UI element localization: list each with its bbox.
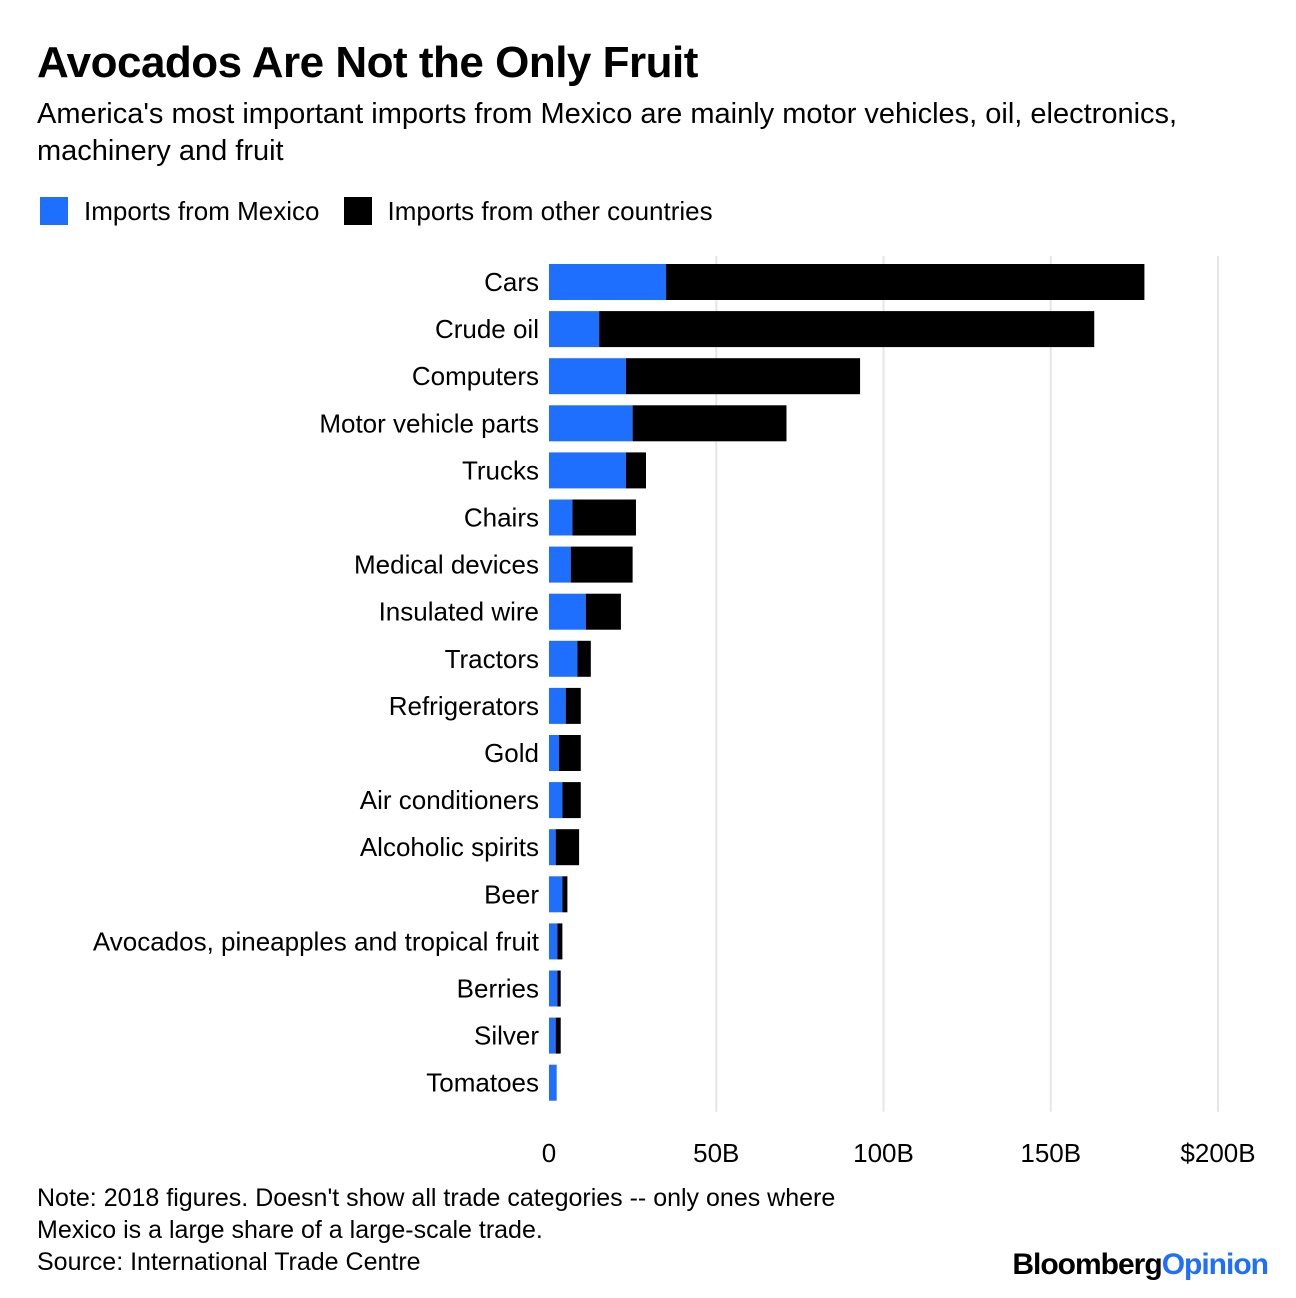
legend: Imports from Mexico Imports from other c… bbox=[40, 194, 737, 228]
x-tick-label: 150B bbox=[1020, 1138, 1081, 1168]
category-label: Computers bbox=[412, 361, 539, 391]
category-label: Crude oil bbox=[435, 314, 539, 344]
bar-other bbox=[632, 405, 787, 442]
legend-item-other: Imports from other countries bbox=[343, 195, 713, 227]
bar-other bbox=[585, 593, 621, 630]
category-label: Alcoholic spirits bbox=[360, 832, 539, 862]
category-label: Beer bbox=[484, 879, 539, 909]
bar-chart: Cars Crude oil Computers Motor vehicle part… bbox=[93, 256, 1256, 1168]
logo-section: Opinion bbox=[1161, 1248, 1269, 1281]
bar-mexico bbox=[549, 970, 558, 1007]
category-label: Refrigerators bbox=[389, 691, 539, 721]
bar-mexico bbox=[549, 264, 667, 300]
bar-mexico bbox=[549, 876, 563, 913]
x-tick-label: $200B bbox=[1180, 1138, 1255, 1168]
bar-mexico bbox=[549, 923, 558, 960]
bar-other bbox=[562, 782, 581, 819]
bar-mexico bbox=[549, 1064, 557, 1101]
category-label: Medical devices bbox=[354, 550, 539, 580]
category-label: Berries bbox=[457, 974, 539, 1004]
bar-mexico bbox=[549, 640, 578, 677]
bar-other bbox=[557, 970, 561, 1007]
bar-other bbox=[559, 735, 581, 771]
bar-mexico bbox=[549, 782, 563, 819]
source-line: Source: International Trade Centre bbox=[37, 1248, 421, 1276]
bar-mexico bbox=[549, 829, 556, 866]
chart-subtitle: America's most important imports from Me… bbox=[37, 98, 1178, 167]
bar-other bbox=[625, 452, 647, 489]
bar-mexico bbox=[549, 311, 600, 348]
bar-other bbox=[565, 687, 581, 724]
category-label: Avocados, pineapples and tropical fruit bbox=[93, 926, 540, 956]
bar-other bbox=[572, 499, 636, 536]
bar-mexico bbox=[549, 1017, 556, 1054]
bar-mexico bbox=[549, 546, 571, 583]
bar-other bbox=[625, 358, 861, 395]
bar-mexico bbox=[549, 358, 626, 395]
bar-other bbox=[555, 1017, 561, 1054]
bar-other bbox=[666, 264, 1145, 300]
x-tick-label: 50B bbox=[693, 1138, 739, 1168]
bar-other bbox=[599, 311, 1095, 348]
bar-mexico bbox=[549, 405, 633, 442]
category-label: Insulated wire bbox=[379, 597, 539, 627]
bar-mexico bbox=[549, 452, 626, 489]
x-tick-label: 100B bbox=[853, 1138, 914, 1168]
bar-other bbox=[577, 640, 591, 677]
bloomberg-opinion-logo: BloombergOpinion bbox=[1012, 1248, 1269, 1282]
legend-label-mexico: Imports from Mexico bbox=[84, 195, 320, 226]
note-line-2: Mexico is a large share of a large-scale… bbox=[37, 1216, 543, 1244]
bar-other bbox=[562, 876, 568, 913]
category-label: Gold bbox=[484, 738, 539, 768]
x-tick-label: 0 bbox=[542, 1138, 556, 1168]
chart-note: Note: 2018 figures. Doesn't show all tra… bbox=[37, 1182, 997, 1278]
bar-other bbox=[555, 829, 580, 866]
note-line-1: Note: 2018 figures. Doesn't show all tra… bbox=[37, 1184, 836, 1212]
bar-mexico bbox=[549, 593, 586, 630]
category-label: Chairs bbox=[464, 503, 539, 533]
chart-title: Avocados Are Not the Only Fruit bbox=[37, 38, 698, 87]
category-label: Tomatoes bbox=[426, 1068, 539, 1098]
bar-mexico bbox=[549, 687, 566, 724]
legend-swatch-mexico bbox=[40, 197, 68, 225]
logo-brand: Bloomberg bbox=[1012, 1248, 1162, 1281]
category-label: Motor vehicle parts bbox=[319, 408, 539, 438]
bar-mexico bbox=[549, 735, 560, 771]
legend-label-other: Imports from other countries bbox=[387, 195, 713, 226]
category-label: Cars bbox=[484, 267, 539, 297]
category-label: Silver bbox=[474, 1021, 539, 1051]
category-label: Trucks bbox=[462, 455, 539, 485]
category-label: Tractors bbox=[445, 644, 539, 674]
category-label: Air conditioners bbox=[360, 785, 539, 815]
bar-other bbox=[570, 546, 633, 583]
legend-item-mexico: Imports from Mexico bbox=[40, 196, 320, 227]
legend-swatch-other bbox=[343, 197, 372, 225]
bar-other bbox=[557, 923, 563, 960]
bar-mexico bbox=[549, 499, 573, 536]
